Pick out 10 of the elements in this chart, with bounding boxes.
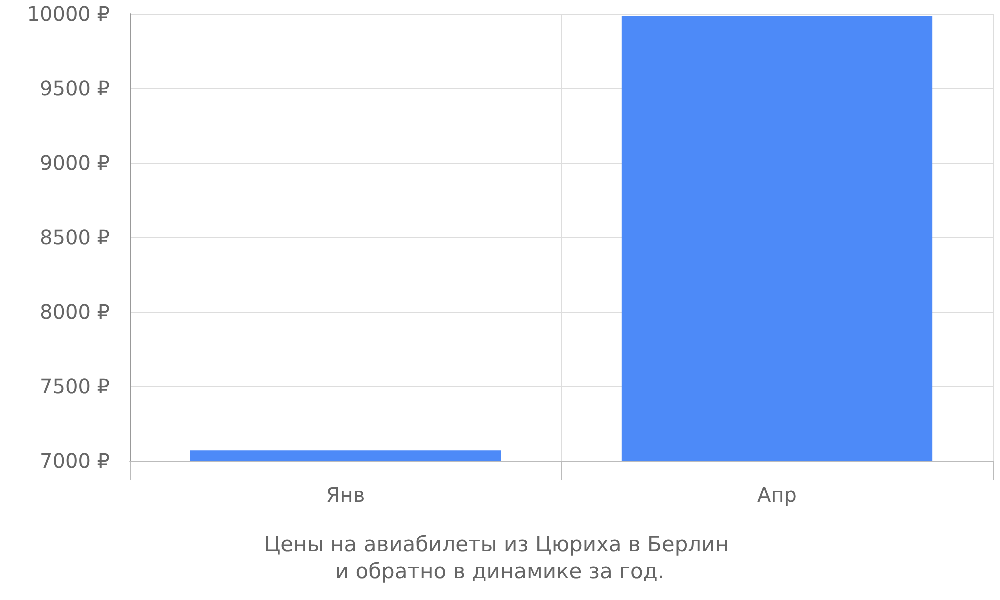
x-tick-label: Апр	[758, 483, 797, 507]
y-tick-label: 7500 ₽	[40, 374, 110, 398]
y-tick-label: 8000 ₽	[40, 300, 110, 324]
y-tick-label: 7000 ₽	[40, 449, 110, 473]
y-tick-label: 9000 ₽	[40, 151, 110, 175]
y-tick-label: 8500 ₽	[40, 226, 110, 250]
text: Цены на авиабилеты из Цюриха в Берлин и обратно в динамике за год.	[264, 532, 736, 584]
x-tick-label: Янв	[326, 483, 366, 507]
y-tick-label: 10000 ₽	[27, 2, 110, 26]
y-tick-label: 9500 ₽	[40, 76, 110, 100]
